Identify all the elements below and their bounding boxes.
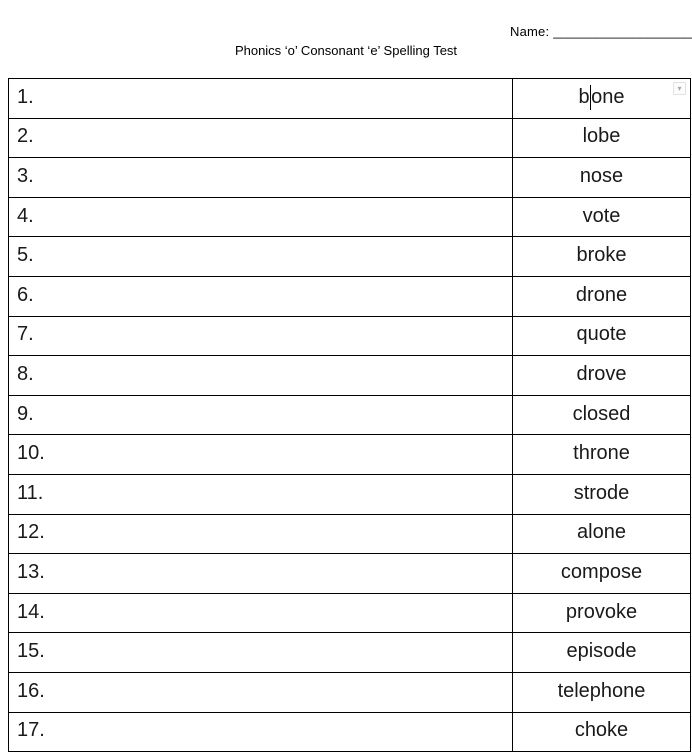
row-number-cell[interactable]: 13. [17, 560, 45, 583]
word-cell[interactable]: drone [512, 276, 690, 316]
word-cell[interactable]: episode [512, 633, 690, 672]
table-row: 6. drone [9, 275, 690, 316]
table-row: 13. compose [9, 553, 690, 593]
table-row: 7. quote [9, 315, 690, 356]
row-number-cell[interactable]: 2. [17, 125, 34, 148]
table-row: 5. broke [9, 236, 690, 276]
cell-dropdown-icon[interactable]: ▾ [673, 82, 686, 95]
table-row: 12. alone [9, 513, 690, 554]
row-number-cell[interactable]: 4. [17, 204, 34, 227]
row-number-cell[interactable]: 17. [17, 719, 45, 742]
table-row: 17. choke [9, 711, 690, 752]
table-row: 11. strode [9, 473, 690, 514]
table-row: 4. vote [9, 196, 690, 237]
row-number-cell[interactable]: 1. [17, 85, 34, 108]
table-row: 3. nose [9, 157, 690, 197]
row-number-cell[interactable]: 5. [17, 244, 34, 267]
word-cell[interactable]: lobe [512, 118, 690, 158]
row-number-cell[interactable]: 11. [17, 481, 44, 504]
row-number-cell[interactable]: 15. [17, 640, 45, 663]
table-row: 2. lobe [9, 117, 690, 158]
row-number-cell[interactable]: 10. [17, 442, 45, 465]
word-cell[interactable]: choke [512, 712, 690, 752]
word-cell[interactable]: quote [512, 316, 690, 356]
word-cell[interactable]: broke [512, 237, 690, 276]
row-number-cell[interactable]: 14. [17, 600, 45, 623]
table-row: 16. telephone [9, 671, 690, 712]
name-label: Name: [510, 24, 550, 39]
table-row: 8. drove [9, 355, 690, 395]
word-cell[interactable]: strode [512, 474, 690, 514]
table-row: 10. throne [9, 434, 690, 474]
row-number-cell[interactable]: 3. [17, 164, 34, 187]
word-cell[interactable]: vote [512, 197, 690, 237]
row-number-cell[interactable]: 8. [17, 362, 34, 385]
row-number-cell[interactable]: 9. [17, 402, 34, 425]
word-text: b [578, 85, 590, 108]
word-cell[interactable]: alone [512, 514, 690, 554]
name-field: Name:______________________ [510, 24, 692, 39]
word-cell[interactable]: drove [512, 356, 690, 395]
word-cell[interactable]: compose [512, 554, 690, 593]
row-number-cell[interactable]: 12. [17, 521, 45, 544]
word-cell[interactable]: closed [512, 395, 690, 435]
word-cell[interactable]: nose [512, 158, 690, 197]
name-blank-line: ______________________ [553, 24, 692, 39]
word-cell[interactable]: provoke [512, 593, 690, 633]
word-cell[interactable]: throne [512, 435, 690, 474]
word-text: one [591, 85, 625, 108]
table-row: 1. b one ▾ [9, 79, 690, 118]
row-number-cell[interactable]: 6. [17, 283, 34, 306]
table-row: 14. provoke [9, 592, 690, 633]
row-number-cell[interactable]: 16. [17, 679, 45, 702]
row-number-cell[interactable]: 7. [17, 323, 34, 346]
text-caret [589, 84, 592, 110]
word-cell[interactable]: b one ▾ [512, 79, 690, 118]
page-title: Phonics ‘o’ Consonant ‘e’ Spelling Test [234, 43, 458, 58]
table-row: 15. episode [9, 632, 690, 672]
word-cell[interactable]: telephone [512, 672, 690, 712]
table-row: 9. closed [9, 394, 690, 435]
spelling-table: 1. b one ▾ 2. lobe 3. nose 4. vote 5. broke 6. drone 7… [8, 78, 691, 752]
